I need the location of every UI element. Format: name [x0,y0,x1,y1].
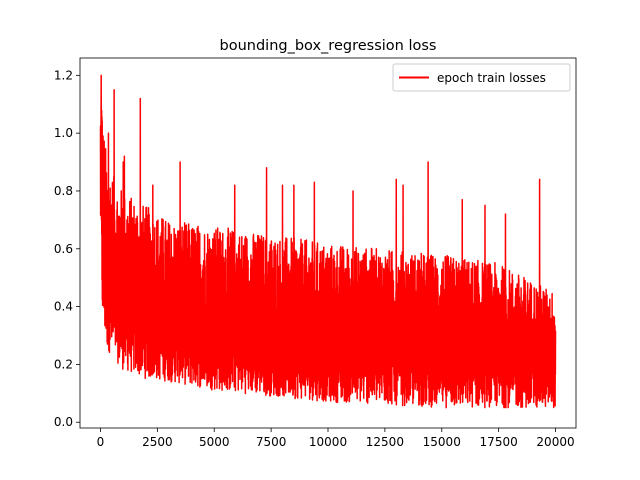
y-tick-label: 0.8 [54,184,73,198]
y-axis: 0.0 0.2 0.4 0.6 0.8 1.0 1.2 [54,68,80,429]
x-tick-label: 7500 [256,435,287,449]
y-tick-label: 0.0 [54,415,73,429]
x-tick-label: 10000 [309,435,347,449]
x-tick-label: 17500 [480,435,518,449]
y-tick-label: 0.2 [54,357,73,371]
chart-title: bounding_box_regression loss [220,38,437,54]
series-layer [99,74,557,409]
x-axis: 0 2500 5000 7500 10000 12500 15000 17500 20000 [97,428,575,449]
y-tick-label: 1.0 [54,126,73,140]
y-tick-label: 1.2 [54,68,73,82]
x-tick-label: 12500 [366,435,404,449]
legend: epoch train losses [392,63,571,92]
y-tick-label: 0.6 [54,242,73,256]
y-tick-label: 0.4 [54,300,73,314]
legend-box [392,63,571,92]
x-tick-label: 5000 [199,435,230,449]
x-tick-label: 0 [97,435,105,449]
series-line-epoch-train-losses [99,74,557,409]
x-tick-label: 15000 [423,435,461,449]
legend-entry-epoch-train-losses: epoch train losses [437,71,546,85]
x-tick-label: 2500 [142,435,173,449]
x-tick-label: 20000 [536,435,574,449]
